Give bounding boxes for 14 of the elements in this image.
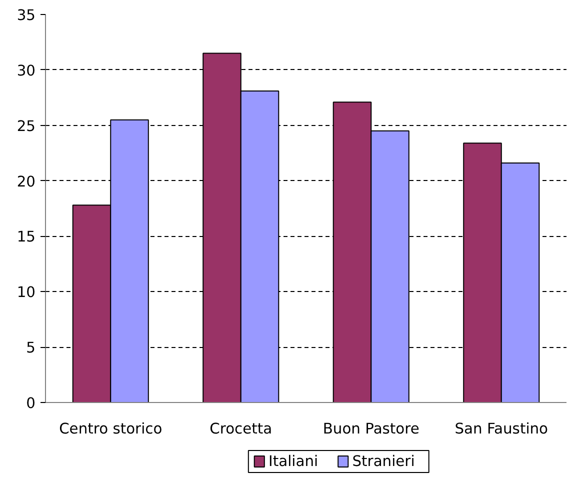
legend-label: Stranieri — [352, 453, 415, 470]
y-tick-label: 10 — [16, 284, 36, 302]
y-tick-label: 20 — [16, 173, 36, 190]
legend-label: Italiani — [268, 453, 318, 470]
y-tick-label: 0 — [26, 395, 36, 412]
y-tick-label: 15 — [16, 228, 36, 246]
y-tick-label: 30 — [16, 62, 36, 80]
y-tick-label: 35 — [16, 7, 36, 24]
y-tick-label: 25 — [16, 118, 36, 135]
x-tick-label: San Faustino — [454, 420, 548, 438]
x-tick-label: Centro storico — [59, 420, 162, 438]
x-tick-label: Buon Pastore — [322, 420, 420, 438]
x-tick-label: Crocetta — [210, 420, 272, 438]
y-tick-label: 5 — [26, 340, 36, 357]
